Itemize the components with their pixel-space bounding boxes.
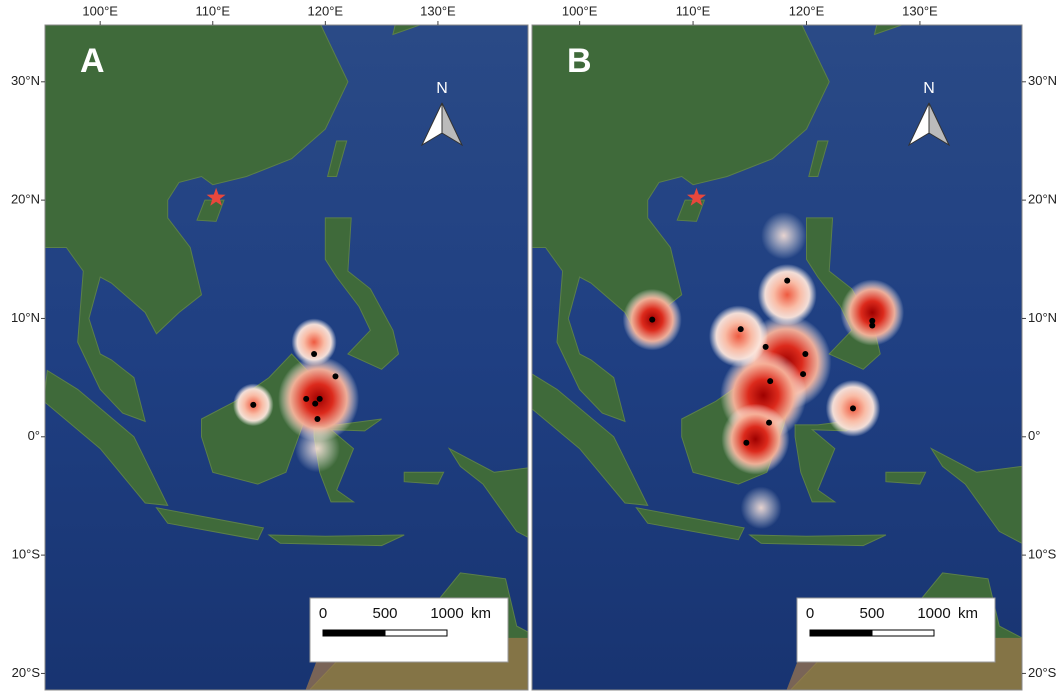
x-tick-label: 100°E: [82, 3, 118, 18]
scale-segment: [322, 629, 386, 637]
scale-segment: [871, 629, 935, 637]
panel-border: [44, 24, 529, 691]
land: [635, 507, 745, 541]
x-tick-label: 120°E: [308, 3, 344, 18]
land: [929, 447, 1022, 544]
scale-segment: [809, 629, 873, 637]
x-tick-label: 110°E: [195, 3, 230, 18]
land: [45, 25, 349, 423]
scale-unit: km: [471, 605, 491, 622]
x-tick-label: 130°E: [902, 3, 938, 18]
x-tick-label: 130°E: [420, 3, 456, 18]
map-panel: [45, 25, 528, 690]
occurrence-point: [743, 439, 750, 446]
heat-density: [721, 403, 790, 475]
y-tick-label: 30°N: [1028, 73, 1057, 88]
heat-density: [761, 211, 807, 260]
y-tick-label: 20°N: [11, 192, 40, 207]
panel-label: B: [567, 42, 592, 80]
location-star: [687, 187, 706, 206]
heat-density: [291, 318, 337, 366]
occurrence-point: [316, 395, 323, 402]
occurrence-point: [314, 416, 321, 423]
y-tick-label: 10°N: [11, 310, 40, 325]
scale-label: 0: [806, 605, 814, 622]
land: [748, 534, 887, 547]
land: [196, 199, 225, 222]
occurrence-point: [250, 401, 257, 408]
scale-segment: [384, 629, 448, 637]
occurrence-point: [332, 373, 339, 380]
heat-density: [740, 486, 782, 530]
occurrence-point: [762, 343, 769, 350]
y-tick-label: 20°S: [1028, 665, 1057, 680]
occurrence-point: [649, 316, 656, 323]
occurrence-point: [311, 350, 318, 357]
north-label: N: [436, 80, 448, 97]
heat-density: [757, 264, 817, 326]
scale-label: 0: [319, 605, 327, 622]
occurrence-point: [766, 419, 773, 426]
land: [45, 369, 169, 506]
y-tick-label: 10°S: [1028, 547, 1057, 562]
land: [324, 217, 400, 370]
land: [676, 199, 706, 222]
scale-label: 500: [859, 605, 884, 622]
occurrence-point: [800, 371, 807, 378]
scale-unit: km: [958, 605, 978, 622]
y-tick-label: 0°: [1028, 428, 1040, 443]
x-tick-label: 120°E: [789, 3, 825, 18]
occurrence-point: [737, 326, 744, 333]
scale-label: 500: [372, 605, 397, 622]
heat-density: [708, 305, 768, 367]
occurrence-point: [849, 405, 856, 412]
scale-label: 1000: [917, 605, 950, 622]
occurrence-point: [767, 378, 774, 385]
panel-border: [531, 24, 1023, 691]
land: [267, 534, 405, 547]
y-tick-label: 10°N: [1028, 310, 1057, 325]
land: [447, 447, 528, 538]
occurrence-point: [802, 350, 809, 357]
land: [326, 140, 348, 177]
land: [808, 140, 829, 177]
north-arrow: [928, 102, 951, 147]
occurrence-point: [303, 395, 310, 402]
land: [403, 471, 445, 485]
x-tick-label: 110°E: [676, 3, 711, 18]
y-tick-label: 20°N: [1028, 192, 1057, 207]
land: [873, 25, 904, 36]
location-star: [206, 187, 226, 206]
land: [885, 471, 927, 485]
occurrence-point: [869, 322, 876, 329]
map-panel: [532, 25, 1022, 690]
north-arrow: [441, 102, 464, 147]
north-label: N: [923, 80, 935, 97]
heat-density: [840, 279, 905, 346]
occurrence-point: [312, 400, 319, 407]
scale-label: 1000: [430, 605, 463, 622]
y-tick-label: 30°N: [11, 73, 40, 88]
land: [392, 25, 422, 36]
heat-density: [294, 424, 340, 473]
panel-label: A: [80, 42, 105, 80]
x-tick-label: 100°E: [562, 3, 598, 18]
y-tick-label: 10°S: [12, 547, 41, 562]
y-tick-label: 0°: [28, 428, 40, 443]
occurrence-point: [784, 277, 791, 284]
occurrence-point: [869, 317, 876, 324]
y-tick-label: 20°S: [12, 665, 41, 680]
land: [155, 507, 265, 541]
